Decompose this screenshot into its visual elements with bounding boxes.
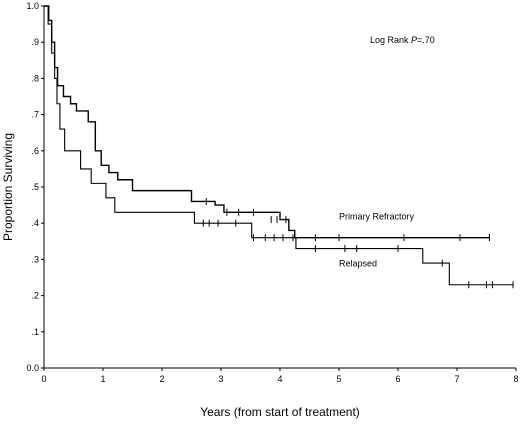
x-tick-label: 2 (159, 374, 164, 384)
x-tick-label: 0 (41, 374, 46, 384)
y-tick-label: .4 (31, 218, 39, 228)
x-tick-label: 4 (277, 374, 282, 384)
y-tick-label: .3 (31, 254, 39, 264)
log-rank-annotation: Log Rank P=.70 (370, 35, 435, 45)
x-tick-label: 7 (454, 374, 459, 384)
annotation-suffix: =.70 (417, 35, 435, 45)
y-tick-label: .7 (31, 110, 39, 120)
survival-line-relapsed (44, 5, 514, 286)
line-labels: Primary Refractory Relapsed (339, 212, 415, 269)
x-tick-label: 6 (395, 374, 400, 384)
x-tick-label: 3 (218, 374, 223, 384)
survival-line-primary-refractory (44, 5, 490, 239)
y-tick-label: .2 (31, 291, 39, 301)
y-tick-label: .8 (31, 73, 39, 83)
line-label: Relapsed (339, 259, 377, 269)
x-tick-label: 5 (336, 374, 341, 384)
series-relapsed (44, 5, 514, 289)
survival-curves (44, 5, 514, 289)
y-tick-label: 0.0 (26, 363, 39, 373)
y-axis: 0.0 .1 .2 .3 .4 .5 .6 .7 .8 .9 1.0 (26, 1, 45, 373)
y-axis-title: Proportion Surviving (1, 133, 15, 241)
y-tick-label: .6 (31, 146, 39, 156)
x-tick-label: 8 (513, 374, 518, 384)
x-tick-label: 1 (100, 374, 105, 384)
y-tick-label: .9 (31, 37, 39, 47)
x-axis-title: Years (from start of treatment) (200, 405, 360, 419)
line-label: Primary Refractory (339, 212, 415, 222)
y-tick-label: 1.0 (26, 1, 39, 11)
annotation-prefix: Log Rank (370, 35, 411, 45)
y-ticks: 0.0 .1 .2 .3 .4 .5 .6 .7 .8 .9 1.0 (26, 1, 44, 373)
x-ticks: 0 1 2 3 4 5 6 7 8 (41, 368, 519, 384)
y-tick-label: .5 (31, 182, 39, 192)
annotation-p-label: P (411, 35, 417, 45)
x-axis: 0 1 2 3 4 5 6 7 8 (41, 367, 519, 384)
y-tick-label: .1 (31, 327, 39, 337)
